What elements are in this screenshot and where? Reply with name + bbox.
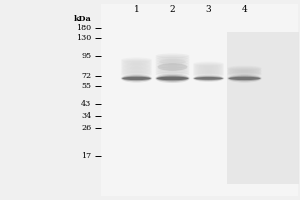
Ellipse shape (155, 68, 190, 73)
Ellipse shape (155, 53, 190, 58)
Ellipse shape (121, 67, 152, 72)
Ellipse shape (121, 63, 152, 68)
Ellipse shape (193, 66, 224, 71)
Ellipse shape (121, 58, 152, 62)
Text: 4: 4 (242, 4, 248, 14)
Text: kDa: kDa (74, 15, 92, 23)
Ellipse shape (227, 70, 262, 75)
Ellipse shape (155, 58, 190, 63)
Ellipse shape (193, 68, 224, 73)
Ellipse shape (194, 77, 223, 80)
Text: 3: 3 (206, 4, 211, 14)
Ellipse shape (121, 69, 152, 74)
Ellipse shape (193, 63, 224, 68)
Ellipse shape (155, 55, 190, 60)
Text: 1: 1 (134, 4, 140, 14)
Ellipse shape (155, 70, 190, 75)
Text: 2: 2 (170, 4, 175, 14)
Ellipse shape (155, 63, 190, 68)
Ellipse shape (122, 77, 151, 80)
Text: 72: 72 (81, 72, 92, 80)
Ellipse shape (155, 72, 190, 77)
Ellipse shape (121, 60, 152, 65)
Ellipse shape (227, 67, 262, 72)
Ellipse shape (158, 63, 188, 71)
Ellipse shape (193, 73, 224, 78)
Ellipse shape (155, 67, 190, 72)
Ellipse shape (156, 75, 189, 82)
Ellipse shape (193, 70, 224, 75)
Text: 95: 95 (81, 52, 92, 60)
Ellipse shape (121, 71, 152, 76)
Ellipse shape (227, 68, 262, 73)
Ellipse shape (155, 62, 190, 67)
Ellipse shape (227, 66, 262, 71)
Ellipse shape (121, 72, 152, 77)
Ellipse shape (227, 74, 262, 83)
Ellipse shape (193, 62, 224, 66)
Ellipse shape (193, 64, 224, 69)
Ellipse shape (193, 65, 224, 70)
Ellipse shape (121, 65, 152, 70)
Ellipse shape (227, 72, 262, 76)
Ellipse shape (121, 59, 152, 64)
Text: 130: 130 (76, 34, 92, 42)
Text: 34: 34 (81, 112, 92, 120)
Ellipse shape (227, 71, 262, 76)
Ellipse shape (228, 76, 261, 81)
FancyBboxPatch shape (226, 32, 298, 184)
Text: 17: 17 (81, 152, 92, 160)
Ellipse shape (227, 72, 262, 77)
Ellipse shape (155, 57, 190, 62)
Ellipse shape (159, 59, 186, 65)
Text: 43: 43 (81, 100, 92, 108)
Ellipse shape (155, 65, 190, 70)
Ellipse shape (229, 77, 260, 80)
Ellipse shape (193, 69, 224, 74)
Ellipse shape (121, 64, 152, 69)
Ellipse shape (227, 69, 262, 74)
Ellipse shape (155, 60, 190, 65)
Ellipse shape (227, 70, 262, 75)
FancyBboxPatch shape (100, 4, 298, 196)
Text: 180: 180 (76, 24, 92, 32)
Ellipse shape (121, 61, 152, 66)
Ellipse shape (121, 68, 152, 73)
Ellipse shape (193, 67, 224, 72)
Text: 55: 55 (82, 82, 92, 90)
Ellipse shape (193, 72, 224, 77)
Ellipse shape (157, 77, 188, 80)
Ellipse shape (227, 66, 262, 71)
Ellipse shape (193, 71, 224, 76)
Ellipse shape (122, 76, 152, 81)
Ellipse shape (194, 76, 224, 81)
Ellipse shape (227, 68, 262, 73)
Ellipse shape (227, 67, 262, 72)
Ellipse shape (193, 75, 224, 82)
Text: 26: 26 (81, 124, 92, 132)
Ellipse shape (155, 74, 190, 83)
Ellipse shape (121, 74, 152, 83)
